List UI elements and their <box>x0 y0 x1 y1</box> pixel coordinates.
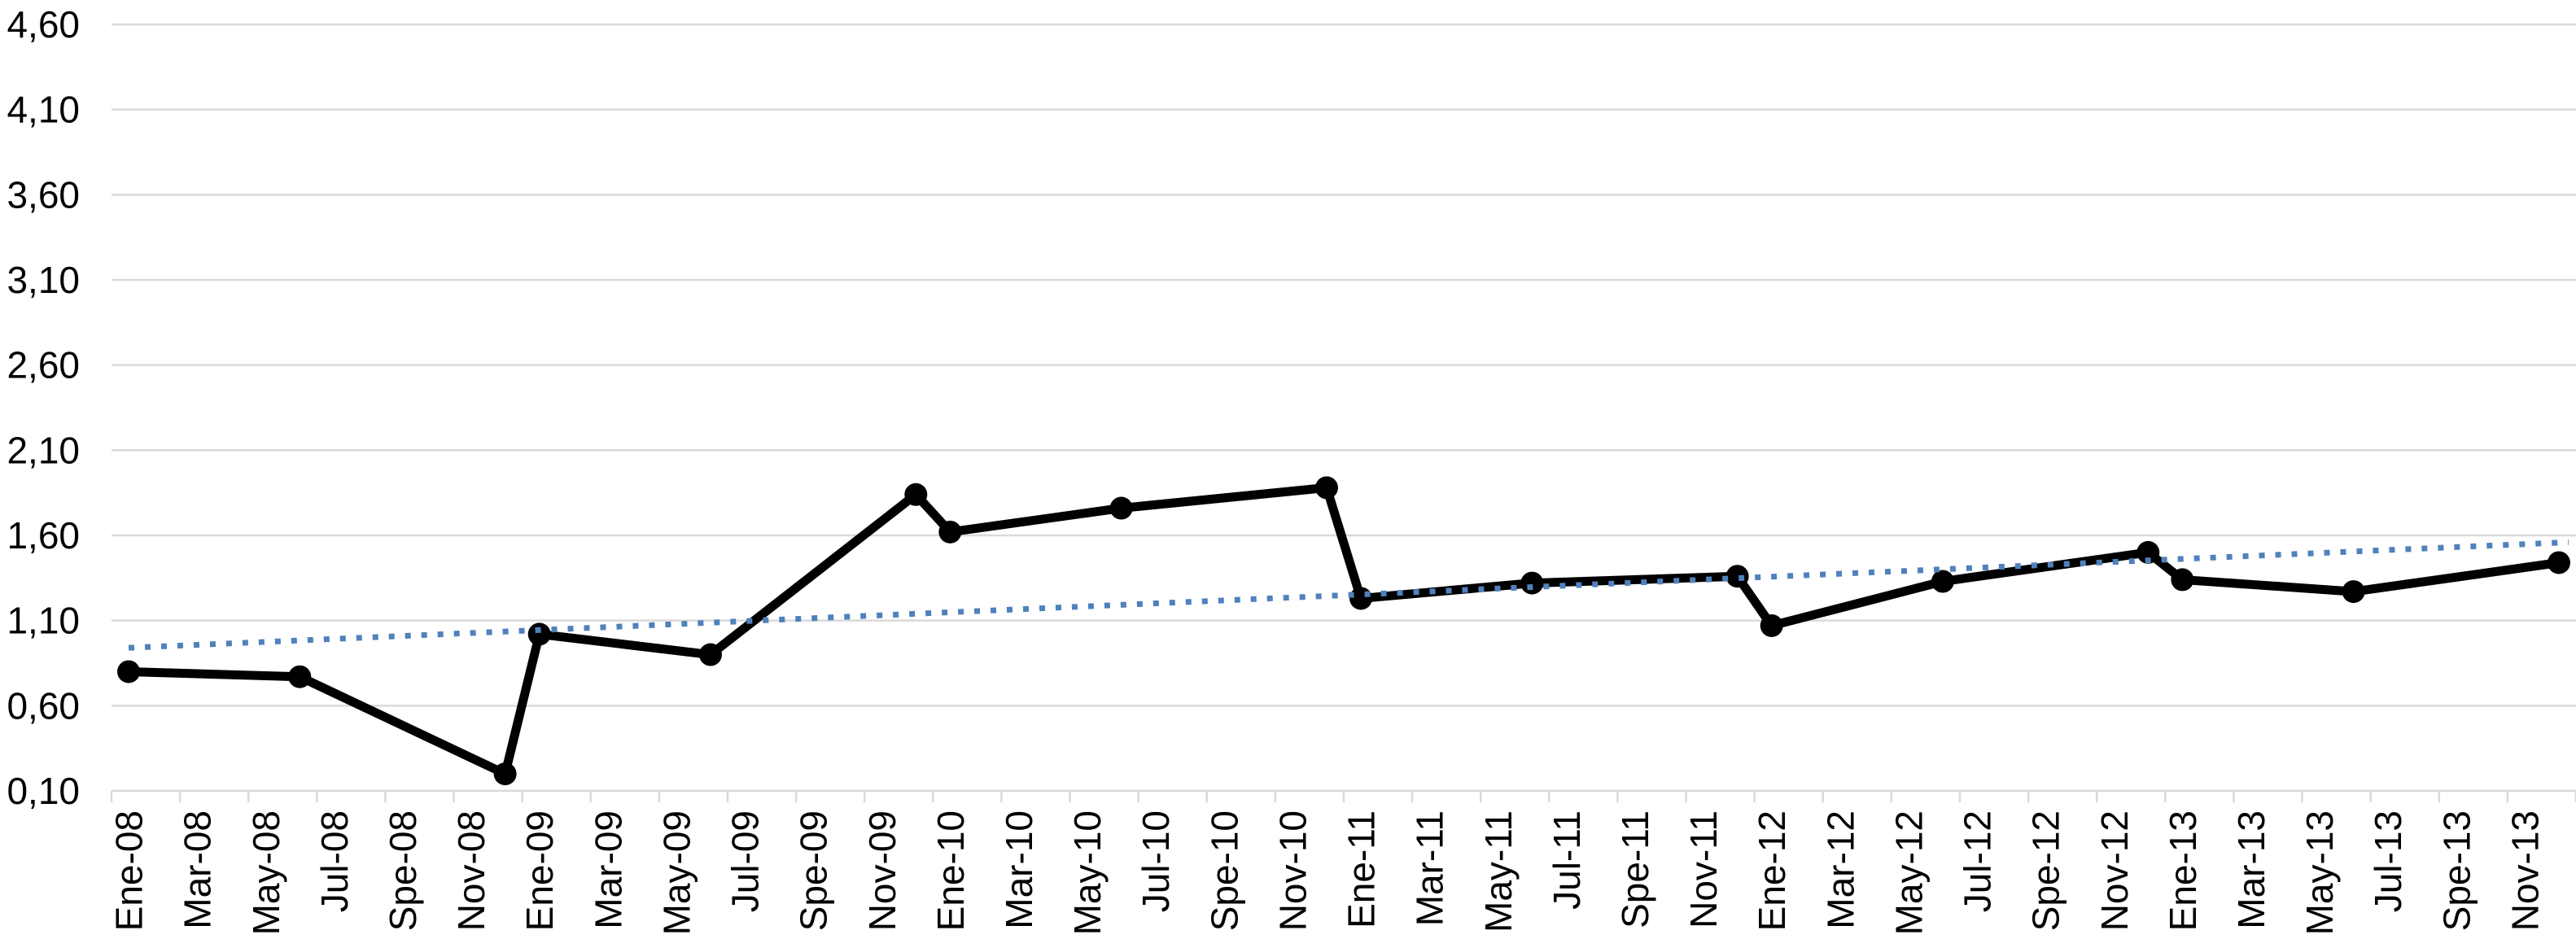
data-point-marker <box>1349 587 1373 610</box>
x-axis-labels-group: Ene-08 Mar-08 May-08 Jul-08 Spe-08 Nov-08 Ene-… <box>108 810 2547 935</box>
x-axis-tick-label: Ene-08 <box>108 810 151 931</box>
x-axis-tick-label: May-13 <box>2298 810 2341 935</box>
x-axis-tick-label: Jul-10 <box>1135 810 1177 912</box>
x-axis-tick-label: Spe-08 <box>382 810 424 931</box>
data-point-marker <box>527 622 551 646</box>
data-point-marker <box>1760 614 1783 637</box>
x-axis-tick-label: Ene-09 <box>518 810 561 931</box>
x-axis-tick-label: Jul-13 <box>2367 810 2409 912</box>
data-series-line <box>124 483 2564 779</box>
x-axis-tick-label: Spe-09 <box>793 810 835 931</box>
x-axis-tick-label: Mar-13 <box>2230 810 2272 929</box>
x-axis-tick-label: Spe-11 <box>1614 810 1656 928</box>
x-axis-tick-label: Nov-12 <box>2093 810 2136 931</box>
x-axis-tick-label: Mar-10 <box>998 810 1040 929</box>
x-axis-tick-label: Mar-09 <box>587 810 629 929</box>
data-point-marker <box>1931 570 1954 593</box>
x-axis-tick-label: May-09 <box>655 810 698 935</box>
y-axis-tick-label: 0,60 <box>7 684 80 727</box>
data-point-marker <box>698 643 722 666</box>
y-axis-tick-label: 4,10 <box>7 89 80 131</box>
y-axis-tick-label: 2,60 <box>7 344 80 386</box>
data-point-marker <box>493 762 517 786</box>
x-axis-tick-label: Spe-10 <box>1203 810 1245 931</box>
x-axis-tick-label: Nov-09 <box>861 810 903 931</box>
data-point-marker <box>2547 551 2570 574</box>
data-point-marker <box>1109 496 1133 520</box>
x-axis-tick-label: Ene-13 <box>2162 810 2204 931</box>
data-point-marker <box>117 660 141 683</box>
x-axis-tick-label: May-08 <box>245 810 287 935</box>
data-point-marker <box>904 483 928 506</box>
data-point-marker <box>1520 571 1544 595</box>
x-axis-tick-label: May-12 <box>1887 810 1930 935</box>
x-axis-tick-label: Jul-12 <box>1957 810 1999 912</box>
x-axis-tick-label: May-11 <box>1477 810 1520 932</box>
gridlines-group <box>112 23 2576 793</box>
y-axis-tick-label: 3,60 <box>7 173 80 216</box>
x-axis-tick-label: Ene-12 <box>1751 810 1793 931</box>
trendline <box>128 539 2569 651</box>
data-point-marker <box>1725 565 1749 588</box>
data-series-group <box>117 476 2570 786</box>
y-axis-tick-label: 0,10 <box>7 770 80 812</box>
y-axis-tick-label: 1,10 <box>7 600 80 642</box>
x-axis-tick-label: Jul-09 <box>724 810 767 912</box>
y-axis-labels-group: 4,60 4,10 3,60 3,10 2,60 2,10 1,60 1,10 0,60 0,10 <box>7 3 80 812</box>
y-axis-tick-label: 1,60 <box>7 514 80 557</box>
x-axis-tick-label: Mar-12 <box>1819 810 1861 929</box>
x-axis-tick-label: Nov-11 <box>1682 810 1725 928</box>
data-point-marker <box>2171 568 2194 592</box>
y-axis-tick-label: 3,10 <box>7 259 80 301</box>
x-axis-tick-label: Nov-13 <box>2504 810 2546 931</box>
x-axis-tick-label: Ene-11 <box>1340 810 1383 928</box>
data-point-marker <box>2342 580 2365 604</box>
x-axis-tick-label: May-10 <box>1066 810 1109 935</box>
y-axis-tick-label: 2,10 <box>7 429 80 471</box>
x-axis-tick-label: Mar-08 <box>177 810 219 929</box>
data-point-marker <box>1314 476 1338 500</box>
x-axis-tick-label: Jul-08 <box>313 810 356 912</box>
x-axis-tick-label: Nov-10 <box>1271 810 1314 931</box>
x-axis-tick-label: Spe-13 <box>2435 810 2478 931</box>
x-axis-tick-label: Spe-12 <box>2025 810 2067 931</box>
x-axis-tick-label: Jul-11 <box>1546 810 1588 910</box>
x-axis-tick-label: Ene-10 <box>929 810 972 931</box>
data-point-marker <box>288 665 312 688</box>
x-axis-tick-label: Nov-08 <box>450 810 492 931</box>
data-point-marker <box>2136 540 2160 564</box>
trendline-group <box>128 539 2569 651</box>
x-axis-ticks-group <box>110 791 2576 802</box>
data-point-marker <box>938 520 962 544</box>
y-axis-tick-label: 4,60 <box>7 3 80 46</box>
x-axis-tick-label: Mar-11 <box>1409 810 1451 926</box>
